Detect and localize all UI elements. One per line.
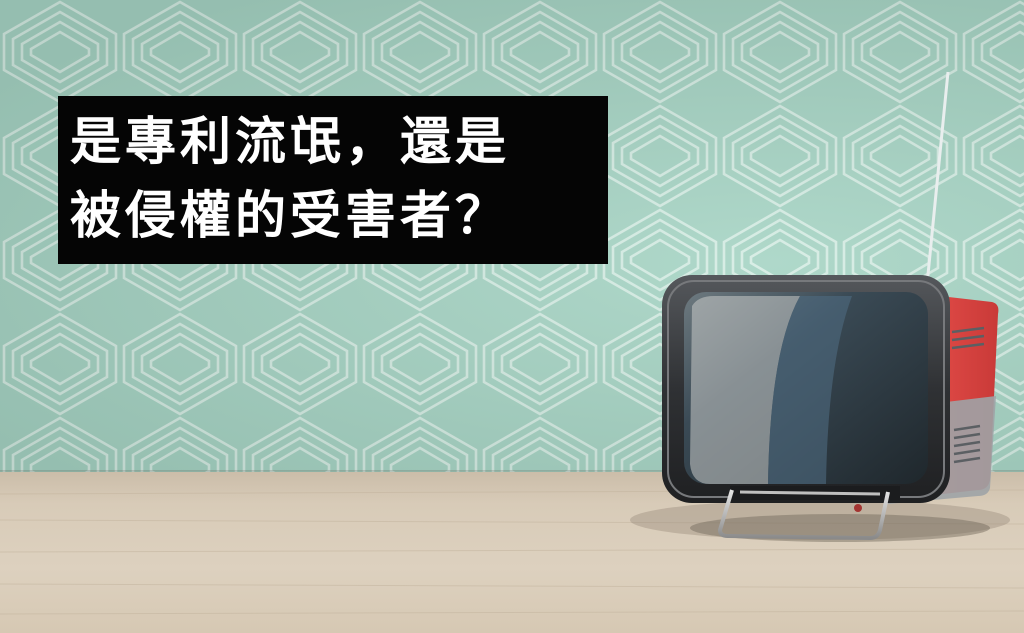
speaker-vents — [951, 326, 985, 464]
retro-television — [640, 60, 1024, 560]
headline-line-1: 是專利流氓，還是 — [70, 113, 511, 172]
antenna — [923, 71, 950, 306]
headline-line-2: 被侵權的受害者？ — [70, 187, 511, 246]
tv-illustration — [662, 71, 999, 542]
headline-banner: 是專利流氓，還是 被侵權的受害者？ — [58, 96, 608, 264]
tv-stand — [718, 489, 890, 540]
